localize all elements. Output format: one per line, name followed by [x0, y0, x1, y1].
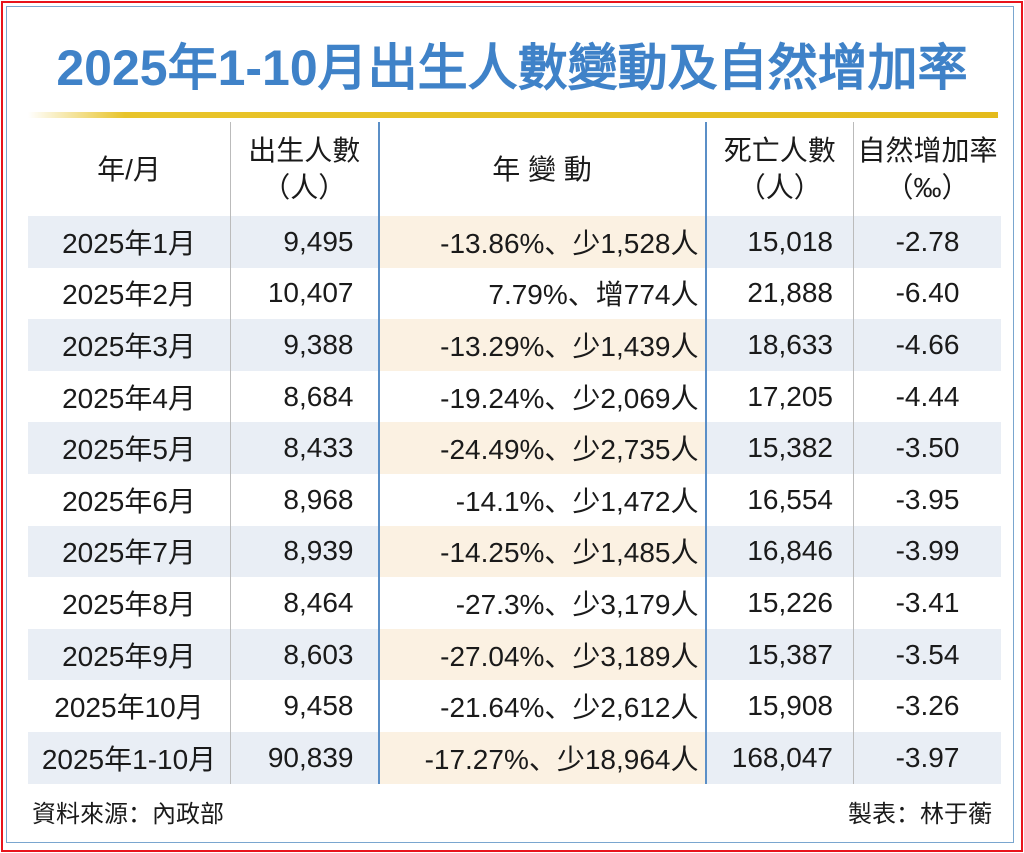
cell-month: 2025年5月 [28, 422, 231, 474]
cell-change: -14.1%、少1,472人 [377, 473, 706, 526]
cell-deaths: 15,018 [704, 216, 854, 268]
cell-births: 90,839 [230, 731, 379, 784]
header-deaths: 死亡人數 （人） [704, 122, 854, 216]
cell-rate: -6.40 [853, 267, 1001, 320]
cell-change: -19.24%、少2,069人 [377, 370, 706, 423]
table-row: 2025年2月 10,407 7.79%、增774人 21,888 -6.40 [28, 267, 1001, 320]
cell-month: 2025年7月 [28, 525, 231, 578]
cell-month: 2025年6月 [62, 485, 196, 517]
cell-change: -27.3%、少3,179人 [377, 577, 706, 629]
cell-change: -13.86%、少1,528人 [377, 216, 706, 268]
header-rate: 自然增加率 （‰） [853, 122, 1001, 216]
header-rate-label: 自然增加率 [857, 135, 998, 166]
cell-deaths: 15,908 [704, 680, 854, 732]
cell-births: 9,388 [230, 319, 379, 371]
table-row: 2025年7月 8,939 -14.25%、少1,485人 16,846 -3.99 [28, 525, 1001, 578]
cell-rate: -3.99 [853, 525, 1001, 578]
table-row: 2025年8月 8,464 -27.3%、少3,179人 15,226 -3.41 [28, 577, 1001, 629]
cell-deaths: 15,382 [704, 422, 854, 474]
inner-frame [6, 6, 1014, 843]
table-row: 2025年9月 8,603 -27.04%、少3,189人 15,387 -3.54 [28, 628, 1001, 681]
cell-change: -17.27%、少18,964人 [377, 731, 706, 784]
table-row: 2025年4月 8,684 -19.24%、少2,069人 17,205 -4.44 [28, 370, 1001, 423]
cell-month: 2025年2月 [62, 279, 196, 311]
cell-rate: -3.26 [853, 680, 1001, 732]
table-row: 2025年3月 9,388 -13.29%、少1,439人 18,633 -4.66 [28, 319, 1001, 371]
cell-month: 2025年9月 [28, 628, 231, 681]
header-rate-unit: （‰） [885, 172, 970, 203]
header-deaths-unit: （人） [737, 172, 822, 203]
cell-rate: -4.44 [853, 370, 1001, 423]
header-month: 年/月 [97, 153, 161, 185]
cell-deaths: 15,226 [704, 577, 854, 629]
header-row: 年/月 出生人數 （人） 年 變 動 死亡人數 （人） 自然增加率 （‰） [28, 122, 1001, 216]
cell-month: 2025年1月 [28, 216, 231, 268]
data-table: 年/月 出生人數 （人） 年 變 動 死亡人數 （人） 自然增加率 （‰） 2025年… [28, 122, 1001, 784]
header-change: 年 變 動 [377, 122, 706, 216]
cell-rate: -4.66 [853, 319, 1001, 371]
cell-month: 2025年8月 [62, 588, 196, 620]
header-births-label: 出生人數 [248, 135, 361, 166]
cell-deaths: 16,554 [704, 473, 854, 526]
cell-change: 7.79%、增774人 [377, 267, 706, 320]
cell-month: 2025年1-10月 [28, 731, 231, 784]
cell-births: 8,433 [230, 422, 379, 474]
cell-rate: -3.97 [853, 731, 1001, 784]
table-row: 2025年1月 9,495 -13.86%、少1,528人 15,018 -2.78 [28, 216, 1001, 268]
page-title: 2025年1-10月出生人數變動及自然增加率 [56, 40, 968, 96]
title-divider [28, 112, 998, 118]
cell-births: 9,495 [230, 216, 379, 268]
table-row: 2025年6月 8,968 -14.1%、少1,472人 16,554 -3.95 [28, 473, 1001, 526]
cell-month: 2025年4月 [62, 382, 196, 414]
header-births-unit: （人） [262, 172, 347, 203]
cell-births: 9,458 [230, 680, 379, 732]
cell-month: 2025年3月 [28, 319, 231, 371]
header-deaths-label: 死亡人數 [723, 135, 836, 166]
cell-deaths: 18,633 [704, 319, 854, 371]
cell-births: 8,939 [230, 525, 379, 578]
cell-deaths: 168,047 [704, 731, 854, 784]
table-row: 2025年5月 8,433 -24.49%、少2,735人 15,382 -3.50 [28, 422, 1001, 474]
cell-deaths: 21,888 [704, 267, 854, 320]
cell-change: -27.04%、少3,189人 [377, 628, 706, 681]
cell-rate: -3.54 [853, 628, 1001, 681]
header-births: 出生人數 （人） [230, 122, 379, 216]
cell-change: -13.29%、少1,439人 [377, 319, 706, 371]
cell-births: 8,684 [230, 370, 379, 423]
cell-births: 8,464 [230, 577, 379, 629]
source-note: 資料來源：內政部 [32, 801, 224, 828]
cell-births: 8,968 [230, 473, 379, 526]
cell-month: 2025年10月 [54, 692, 204, 724]
cell-rate: -3.41 [853, 577, 1001, 629]
cell-births: 10,407 [230, 267, 379, 320]
cell-births: 8,603 [230, 628, 379, 681]
cell-change: -21.64%、少2,612人 [377, 680, 706, 732]
table-row: 2025年10月 9,458 -21.64%、少2,612人 15,908 -3.26 [28, 680, 1001, 732]
cell-rate: -2.78 [853, 216, 1001, 268]
cell-rate: -3.50 [853, 422, 1001, 474]
credit-note: 製表：林于蘅 [848, 801, 992, 828]
cell-deaths: 15,387 [704, 628, 854, 681]
cell-change: -24.49%、少2,735人 [377, 422, 706, 474]
cell-deaths: 16,846 [704, 525, 854, 578]
cell-deaths: 17,205 [704, 370, 854, 423]
cell-change: -14.25%、少1,485人 [377, 525, 706, 578]
table-row: 2025年1-10月 90,839 -17.27%、少18,964人 168,047-… [28, 731, 1001, 784]
cell-rate: -3.95 [853, 473, 1001, 526]
